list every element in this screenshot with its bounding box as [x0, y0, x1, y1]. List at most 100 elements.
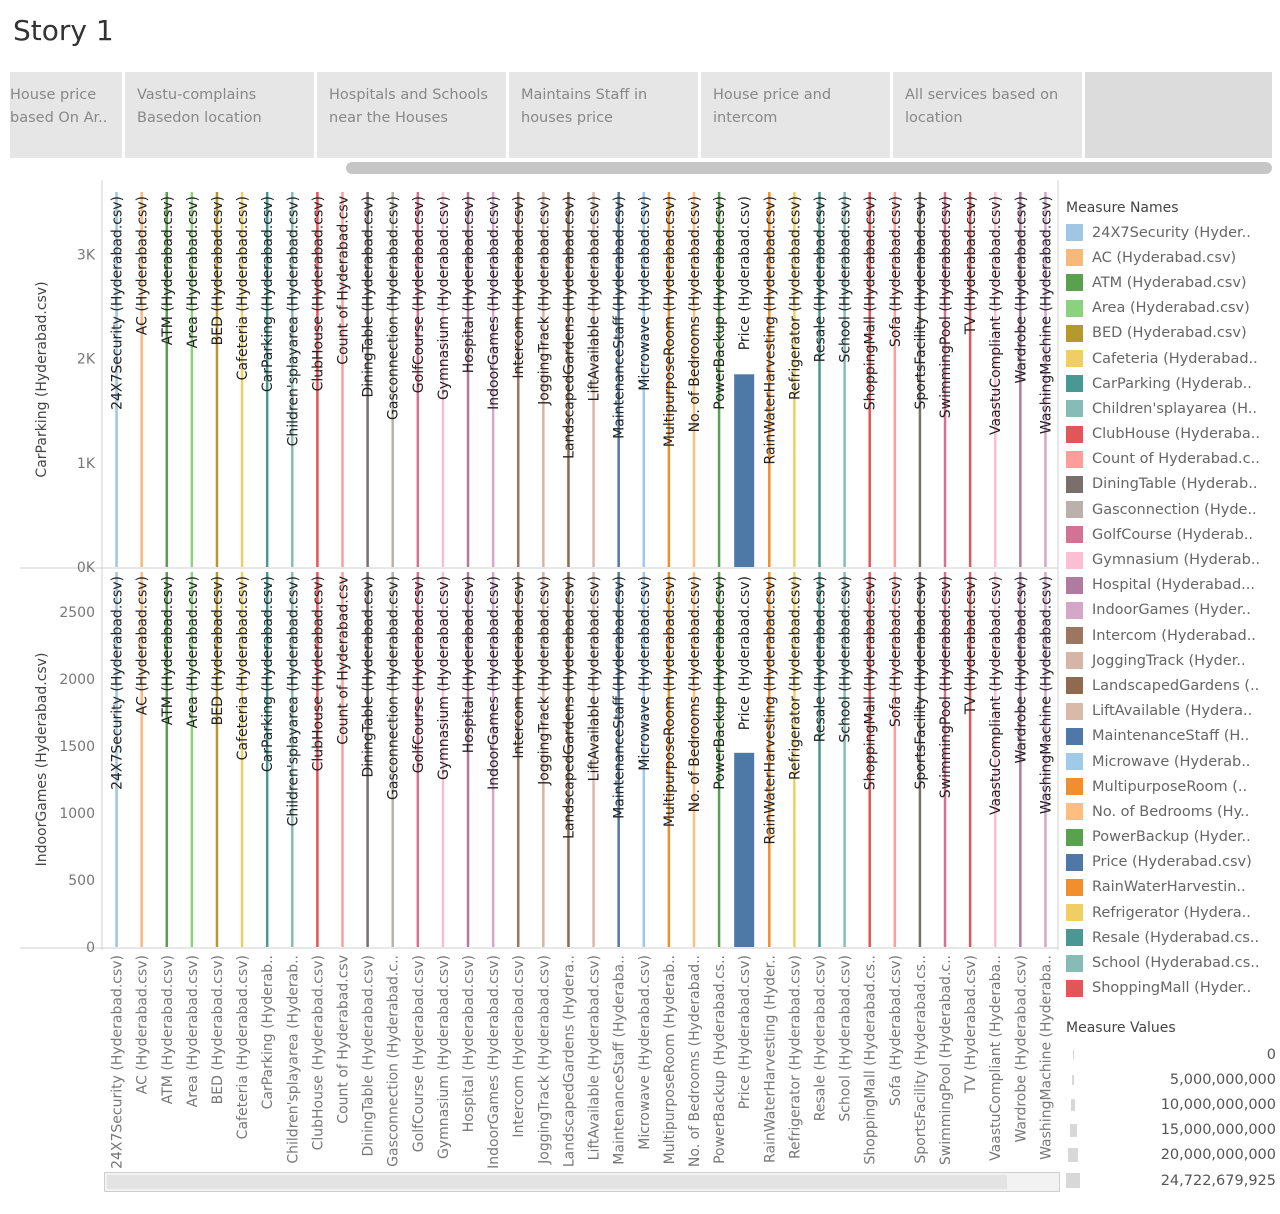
measure-value-label: 0 [1266, 1046, 1276, 1063]
scrollbar-thumb[interactable] [107, 1175, 1007, 1189]
legend-item[interactable]: JoggingTrack (Hyder.. [1066, 648, 1276, 673]
column-header-label: Gasconnection (Hyderabad.csv) [386, 576, 402, 800]
legend-item[interactable]: Intercom (Hyderabad.. [1066, 623, 1276, 648]
legend-swatch [1066, 627, 1083, 645]
legend-item[interactable]: LandscapedGardens (.. [1066, 673, 1276, 698]
legend-item[interactable]: Gymnasium (Hyderab.. [1066, 547, 1276, 572]
legend-item[interactable]: BED (Hyderabad.csv) [1066, 321, 1276, 346]
legend-label: Gymnasium (Hyderab.. [1092, 552, 1261, 569]
column-header-label: IndoorGames (Hyderabad.csv) [486, 196, 502, 410]
legend-item[interactable]: DiningTable (Hyderab.. [1066, 472, 1276, 497]
measure-value-item: 0 [1066, 1042, 1276, 1067]
legend-item[interactable]: Cafeteria (Hyderabad.. [1066, 346, 1276, 371]
horizontal-scrollbar[interactable] [104, 1172, 1060, 1192]
legend-item[interactable]: ATM (Hyderabad.csv) [1066, 270, 1276, 295]
column-header-label: DiningTable (Hyderabad.csv) [361, 576, 377, 778]
bar [567, 192, 570, 567]
tab-blank[interactable] [1085, 72, 1272, 158]
bar [391, 192, 394, 567]
legend-swatch [1066, 702, 1083, 720]
column-header-label: Gasconnection (Hyderabad.csv) [386, 196, 402, 420]
legend-item[interactable]: PowerBackup (Hyder.. [1066, 825, 1276, 850]
legend-item[interactable]: MultipurposeRoom (.. [1066, 774, 1276, 799]
legend-item[interactable]: Hospital (Hyderabad... [1066, 573, 1276, 598]
bar [793, 192, 796, 567]
column-header-label: Hospital (Hyderabad.csv) [461, 576, 477, 753]
tab-house-price-area[interactable]: House price based On Ar.. [10, 72, 122, 158]
column-header-label: ClubHouse (Hyderabad.csv) [310, 576, 326, 771]
tab-hospitals-schools[interactable]: Hospitals and Schools near the Houses [317, 72, 506, 158]
bar [215, 572, 219, 947]
legend-swatch [1066, 652, 1083, 670]
legend-item[interactable]: Refrigerator (Hydera.. [1066, 900, 1276, 925]
x-tick-label: CarParking (Hyderab.. [260, 955, 276, 1109]
legend-item[interactable]: Area (Hyderabad.csv) [1066, 296, 1276, 321]
column-header-label: Count of Hyderabad.csv [336, 576, 352, 745]
x-tick-label: AC (Hyderabad.csv) [135, 955, 151, 1094]
column-header-label: No. of Bedrooms (Hyderabad.csv) [687, 576, 703, 812]
bar [968, 572, 972, 947]
legend-item[interactable]: Count of Hyderabad.c.. [1066, 447, 1276, 472]
tab-vastu-complains[interactable]: Vastu-complains Basedon location [125, 72, 314, 158]
tab-label: Maintains Staff in houses price [521, 87, 648, 126]
legend-item[interactable]: LiftAvailable (Hydera.. [1066, 699, 1276, 724]
bar [391, 572, 394, 947]
legend-item[interactable]: GolfCourse (Hyderab.. [1066, 522, 1276, 547]
bar [843, 572, 846, 947]
tab-house-price-intercom[interactable]: House price and intercom [701, 72, 890, 158]
bar [918, 572, 922, 947]
column-header-label: MaintenanceStaff (Hyderabad.csv) [612, 196, 628, 439]
x-tick-label: Hospital (Hyderabad.csv) [461, 955, 477, 1132]
column-header-label: AC (Hyderabad.csv) [135, 196, 151, 335]
x-tick-label: SportsFacility (Hyderabad.cs.. [913, 955, 929, 1164]
bar [542, 572, 545, 947]
bar [316, 192, 319, 567]
tabs-scrollbar[interactable] [346, 162, 1272, 174]
column-header-label: No. of Bedrooms (Hyderabad.csv) [687, 196, 703, 432]
legend-swatch [1066, 677, 1083, 695]
measure-values-title: Measure Values [1066, 1020, 1176, 1036]
column-header-label: School (Hyderabad.csv) [838, 576, 854, 743]
bar [768, 192, 771, 567]
legend-item[interactable]: School (Hyderabad.cs.. [1066, 950, 1276, 975]
chart-area: 0K 1K 2K 3K CarParking (Hyderabad.csv) 24X7Se… [0, 180, 1060, 1200]
legend-label: ClubHouse (Hyderaba.. [1092, 426, 1261, 443]
legend-swatch [1066, 249, 1083, 267]
legend-swatch [1066, 878, 1083, 896]
legend-item[interactable]: CarParking (Hyderab.. [1066, 371, 1276, 396]
measure-value-label: 15,000,000,000 [1160, 1122, 1276, 1139]
legend-item[interactable]: No. of Bedrooms (Hy.. [1066, 799, 1276, 824]
tab-maintenance-staff[interactable]: Maintains Staff in houses price [509, 72, 698, 158]
legend-item[interactable]: IndoorGames (Hyder.. [1066, 598, 1276, 623]
legend-item[interactable]: ClubHouse (Hyderaba.. [1066, 422, 1276, 447]
bar [567, 572, 570, 947]
bar [692, 192, 696, 567]
x-tick-label: Children'splayarea (Hyderab.. [285, 955, 301, 1164]
column-header-label: Wardrobe (Hyderabad.csv) [1013, 196, 1029, 384]
bar [291, 192, 294, 567]
legend-item[interactable]: Price (Hyderabad.csv) [1066, 850, 1276, 875]
legend-label: No. of Bedrooms (Hy.. [1092, 803, 1250, 820]
column-header-label: TV (Hyderabad.csv) [963, 576, 979, 715]
tab-services-location[interactable]: All services based on location [893, 72, 1082, 158]
measure-value-label: 10,000,000,000 [1160, 1096, 1276, 1113]
legend-item[interactable]: 24X7Security (Hyder.. [1066, 220, 1276, 245]
legend-item[interactable]: Microwave (Hyderab.. [1066, 749, 1276, 774]
bar [366, 192, 369, 567]
column-header-label: CarParking (Hyderabad.csv) [260, 576, 276, 772]
x-tick-label: No. of Bedrooms (Hyderabad.. [687, 955, 703, 1167]
legend-item[interactable]: ShoppingMall (Hyder.. [1066, 976, 1276, 1001]
column-header-label: School (Hyderabad.csv) [838, 196, 854, 363]
legend-item[interactable]: Resale (Hyderabad.cs.. [1066, 925, 1276, 950]
legend-label: Resale (Hyderabad.cs.. [1092, 929, 1260, 946]
bar [140, 192, 143, 567]
legend-item[interactable]: MaintenanceStaff (H.. [1066, 724, 1276, 749]
legend-item[interactable]: Gasconnection (Hyde.. [1066, 497, 1276, 522]
bar [734, 752, 755, 947]
legend-swatch [1066, 475, 1083, 493]
legend-item[interactable]: RainWaterHarvestin.. [1066, 875, 1276, 900]
legend-label: DiningTable (Hyderab.. [1092, 476, 1258, 493]
column-header-label: PowerBackup (Hyderabad.csv) [712, 576, 728, 790]
legend-item[interactable]: Children'splayarea (H.. [1066, 396, 1276, 421]
legend-item[interactable]: AC (Hyderabad.csv) [1066, 245, 1276, 270]
